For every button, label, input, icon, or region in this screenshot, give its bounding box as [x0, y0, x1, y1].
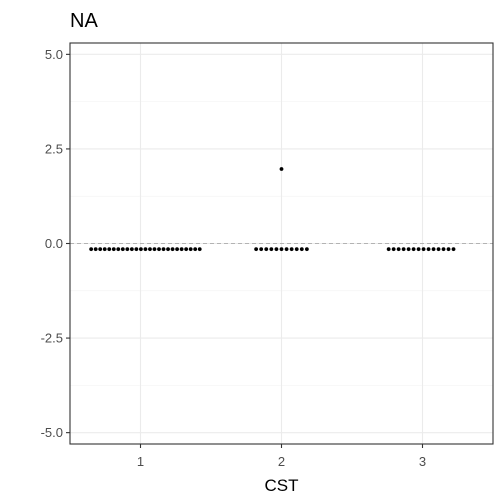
data-point: [148, 247, 152, 252]
data-point: [125, 247, 130, 252]
data-point: [157, 247, 161, 252]
data-point: [446, 247, 451, 252]
data-point: [197, 247, 202, 252]
data-point: [289, 247, 294, 252]
data-point: [269, 247, 274, 252]
data-point: [129, 247, 134, 252]
data-point: [259, 247, 264, 252]
data-point: [188, 247, 193, 252]
y-tick-label: -5.0: [41, 425, 63, 440]
data-point: [421, 247, 426, 252]
data-point: [184, 247, 189, 252]
data-point: [294, 247, 299, 252]
data-point: [102, 247, 107, 252]
x-tick-label: 2: [278, 454, 285, 469]
data-point: [111, 247, 116, 252]
data-point: [451, 247, 456, 252]
data-point: [143, 247, 148, 252]
y-tick-label: -2.5: [41, 331, 63, 346]
data-point: [386, 247, 391, 252]
data-point: [406, 247, 411, 252]
data-point: [175, 247, 180, 252]
data-point: [170, 247, 175, 252]
chart-title: NA: [70, 10, 98, 32]
data-point: [426, 247, 431, 252]
data-point: [179, 247, 184, 252]
data-point: [274, 247, 279, 252]
data-point: [401, 247, 406, 252]
data-point: [416, 247, 421, 252]
outlier-point: [279, 167, 284, 171]
y-tick-label: 2.5: [45, 141, 63, 156]
data-point: [134, 247, 139, 252]
data-point: [89, 247, 94, 252]
data-point: [396, 247, 401, 252]
data-point: [411, 247, 416, 252]
data-point: [254, 247, 259, 252]
data-point: [107, 247, 112, 252]
y-tick-label: 5.0: [45, 47, 63, 62]
x-axis-title: CST: [265, 476, 299, 495]
data-point: [279, 247, 284, 252]
data-point: [284, 247, 289, 252]
y-tick-label: 0.0: [45, 236, 63, 251]
data-point: [98, 247, 103, 252]
data-points: [89, 167, 456, 252]
data-point: [120, 247, 125, 252]
x-tick-label: 1: [137, 454, 144, 469]
data-point: [116, 247, 121, 252]
data-point: [264, 247, 269, 252]
data-point: [436, 247, 441, 252]
x-tick-label: 3: [419, 454, 426, 469]
data-point: [152, 247, 157, 252]
data-point: [193, 247, 198, 252]
data-point: [93, 247, 98, 252]
x-axis: 1 2 3: [137, 444, 426, 469]
y-axis: 5.0 2.5 0.0 -2.5 -5.0: [41, 47, 70, 440]
data-point: [161, 247, 166, 252]
data-point: [431, 247, 436, 252]
data-point: [299, 247, 304, 252]
data-point: [304, 247, 309, 252]
data-point: [139, 247, 143, 252]
data-point: [441, 247, 446, 252]
data-point: [391, 247, 396, 252]
data-point: [166, 247, 170, 252]
